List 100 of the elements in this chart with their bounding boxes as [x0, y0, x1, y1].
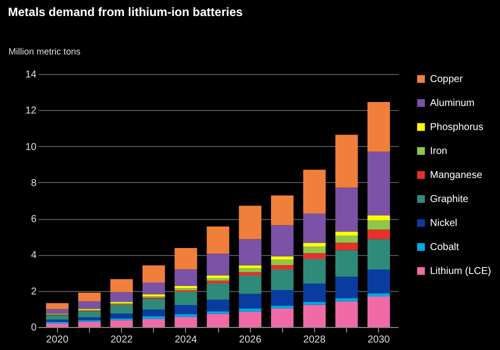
- bar: [174, 248, 198, 270]
- bar: [46, 303, 69, 310]
- bar: [174, 292, 198, 305]
- bar: [303, 259, 326, 284]
- bar: [238, 294, 262, 308]
- bar: [271, 195, 294, 226]
- bar: [271, 265, 294, 270]
- legend-label: Lithium (LCE): [430, 266, 492, 277]
- legend-label: Nickel: [430, 218, 458, 229]
- legend-label: Phosphorus: [430, 122, 484, 133]
- bar: [206, 278, 230, 281]
- bar: [206, 254, 230, 276]
- legend-label: Copper: [430, 74, 464, 85]
- bar: [303, 170, 326, 214]
- bar: [335, 242, 358, 250]
- y-tick-label: 6: [30, 214, 37, 226]
- bar: [206, 226, 230, 254]
- bar: [271, 256, 294, 260]
- bar: [335, 188, 358, 232]
- y-tick-label: 2: [30, 286, 37, 298]
- y-tick-label: 0: [30, 322, 37, 334]
- bar: [206, 275, 230, 278]
- bar: [174, 314, 198, 317]
- bar: [367, 230, 390, 240]
- bar: [206, 314, 230, 327]
- bar: [335, 134, 358, 188]
- x-tick-label: 2026: [239, 334, 262, 346]
- bar: [367, 216, 390, 220]
- bar: [367, 152, 390, 216]
- bar: [78, 311, 101, 318]
- bar: [335, 232, 358, 236]
- bar: [271, 270, 294, 290]
- bar: [142, 318, 165, 327]
- bar: [238, 206, 262, 240]
- bar: [271, 306, 294, 308]
- bar: [238, 275, 262, 294]
- bar: [142, 316, 165, 319]
- bar: [110, 292, 133, 302]
- bar: [142, 310, 165, 316]
- bar: [46, 309, 69, 314]
- bar: [238, 239, 262, 266]
- bar: [110, 314, 133, 318]
- bar: [142, 265, 165, 283]
- bar: [335, 301, 358, 327]
- bar: [303, 246, 326, 254]
- bar: [238, 308, 262, 312]
- bar: [238, 265, 262, 268]
- bar: [335, 276, 358, 298]
- bar: [303, 283, 326, 302]
- legend-label: Cobalt: [430, 242, 460, 253]
- bar: [78, 322, 101, 327]
- bar: [367, 270, 390, 294]
- bar: [142, 282, 165, 294]
- y-tick-label: 10: [25, 142, 37, 153]
- bar: [206, 311, 230, 314]
- bar: [46, 315, 69, 320]
- y-axis-title: Million metric tons: [8, 46, 82, 56]
- bar: [271, 260, 294, 266]
- y-tick-label: 14: [25, 70, 37, 80]
- x-tick-label: 2022: [110, 334, 134, 346]
- bar: [174, 316, 198, 327]
- x-tick-label: 2030: [368, 334, 390, 346]
- x-tick-label: 2020: [46, 334, 69, 346]
- bar: [238, 272, 262, 276]
- bar: [303, 214, 326, 243]
- bar: [367, 293, 390, 296]
- bar: [335, 236, 358, 243]
- y-tick-label: 8: [30, 178, 37, 189]
- bar: [78, 292, 101, 302]
- chart-title: Metals demand from lithium-ion batteries: [8, 5, 244, 19]
- bar: [303, 253, 326, 260]
- bar: [271, 308, 294, 327]
- legend-label: Graphite: [430, 194, 469, 205]
- legend-label: Aluminum: [430, 98, 474, 109]
- bar: [110, 279, 133, 292]
- x-tick-label: 2024: [174, 334, 198, 346]
- bar: [206, 300, 230, 312]
- bar: [206, 283, 230, 300]
- legend-label: Iron: [430, 146, 448, 157]
- bar: [335, 250, 358, 277]
- bar: [367, 239, 390, 270]
- bar: [174, 304, 198, 314]
- bar: [142, 298, 165, 310]
- bar: [174, 269, 198, 286]
- bar: [303, 242, 326, 247]
- y-tick-label: 12: [25, 106, 37, 117]
- bar: [271, 290, 294, 306]
- bar: [303, 302, 326, 305]
- bar: [367, 296, 390, 327]
- bar: [78, 317, 101, 320]
- y-tick-label: 4: [30, 250, 37, 262]
- legend-label: Manganese: [430, 170, 483, 181]
- bar: [271, 225, 294, 257]
- bar: [110, 320, 133, 327]
- bar: [78, 301, 101, 309]
- bar: [110, 304, 133, 314]
- bar: [46, 323, 69, 327]
- bar: [206, 280, 230, 284]
- bar: [303, 304, 326, 327]
- bar: [174, 286, 198, 288]
